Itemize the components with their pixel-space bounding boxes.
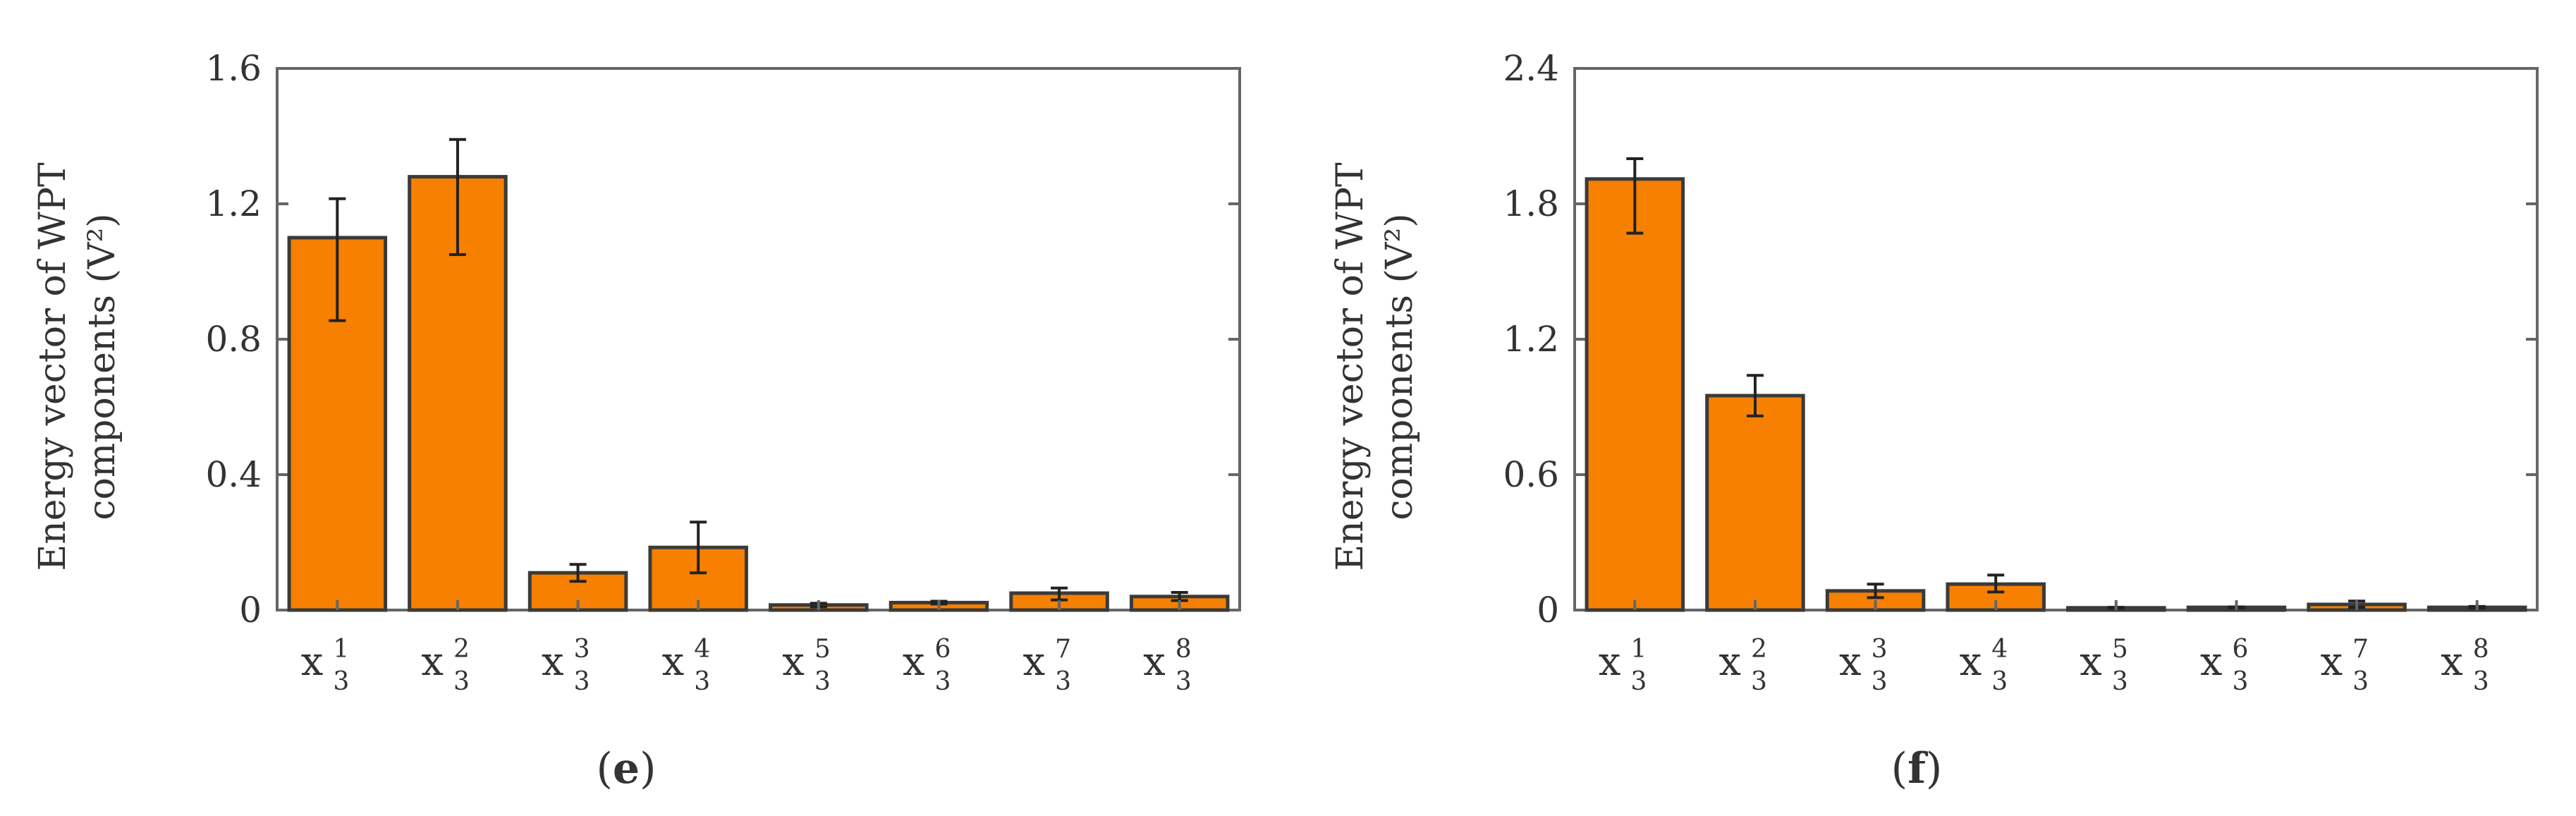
y-tick-label: 0.6: [1503, 454, 1559, 495]
y-axis-label-line-2: components (V²): [81, 213, 123, 520]
x-tick-label-superscript: 3: [1872, 635, 1888, 664]
x-tick-label-superscript: 5: [814, 635, 831, 664]
x-tick-label-subscript: 3: [1176, 667, 1192, 696]
bar: [1585, 177, 1685, 612]
x-tick-label-subscript: 3: [333, 667, 349, 696]
x-tick-label-superscript: 2: [453, 635, 470, 664]
x-tick-label-subscript: 3: [2352, 667, 2369, 696]
x-tick-label-symbol: x: [2200, 639, 2223, 685]
x-tick-label-subscript: 3: [694, 667, 710, 696]
x-tick-label-subscript: 3: [574, 667, 590, 696]
x-tick-label-subscript: 3: [1630, 667, 1647, 696]
y-tick-label: 1.2: [1503, 319, 1559, 360]
x-tick-label-symbol: x: [2320, 639, 2343, 685]
x-tick-label-symbol: x: [1719, 639, 1741, 685]
y-tick-label: 0.4: [205, 454, 262, 495]
plot-area-e: 00.40.81.21.6x 13 x 23 x 33 x 43 x 53 x 63 x 73 x 83: [205, 48, 1241, 696]
y-tick-label: 2.4: [1503, 48, 1559, 89]
x-tick-label-symbol: x: [1960, 639, 1982, 685]
x-tick-label-superscript: 5: [2112, 635, 2128, 664]
y-tick-label: 1.8: [1503, 183, 1559, 224]
x-tick-label-subscript: 3: [1055, 667, 1071, 696]
x-tick-label-subscript: 3: [1872, 667, 1888, 696]
x-tick-label-symbol: x: [1143, 639, 1166, 685]
x-tick-label-superscript: 6: [2232, 635, 2248, 664]
y-tick-label: 0: [1537, 590, 1559, 631]
y-tick-label: 0: [239, 590, 262, 631]
x-tick-label-symbol: x: [903, 639, 925, 685]
x-tick-label-superscript: 4: [694, 635, 710, 664]
chart-panel-e: Energy vector of WPT components (V²) 0 0.…: [32, 48, 1241, 793]
x-tick-label-symbol: x: [2441, 639, 2463, 685]
y-axis-label-line-1: Energy vector of WPT: [1329, 162, 1372, 571]
x-tick-label-symbol: x: [301, 639, 324, 685]
x-tick-label-symbol: x: [782, 639, 805, 685]
x-tick-label-subscript: 3: [453, 667, 470, 696]
x-tick-label-superscript: 8: [1176, 635, 1192, 664]
x-tick-label-subscript: 3: [814, 667, 831, 696]
chart-panel-f: Energy vector of WPT components (V²) 0 0.…: [1329, 48, 2539, 793]
x-tick-label-superscript: 8: [2473, 635, 2489, 664]
x-tick-label-symbol: x: [542, 639, 564, 685]
panel-letter-f: f: [1907, 744, 1929, 793]
x-tick-label-symbol: x: [1599, 639, 1621, 685]
panel-label-e: (e): [596, 744, 656, 793]
panel-letter-e: e: [613, 744, 640, 793]
x-tick-label-symbol: x: [662, 639, 685, 685]
panel-label-f: (f): [1891, 744, 1943, 793]
x-tick-label-symbol: x: [1839, 639, 1862, 685]
x-tick-label-subscript: 3: [1751, 667, 1767, 696]
x-tick-label-symbol: x: [421, 639, 444, 685]
x-tick-label-symbol: x: [1023, 639, 1045, 685]
y-tick-label: 0.8: [205, 319, 262, 360]
x-tick-label-superscript: 6: [934, 635, 951, 664]
y-axis-label-line-1: Energy vector of WPT: [32, 162, 74, 571]
x-tick-label-superscript: 1: [333, 635, 349, 664]
bar: [1705, 394, 1805, 612]
x-tick-label-superscript: 2: [1751, 635, 1767, 664]
y-axis-label-line-2: components (V²): [1379, 213, 1421, 520]
x-tick-label-subscript: 3: [934, 667, 951, 696]
plot-area-f: 00.61.21.82.4x 13 x 23 x 33 x 43 x 53 x 63 x 73 x 83: [1503, 48, 2539, 696]
x-tick-label-superscript: 1: [1630, 635, 1647, 664]
x-tick-label-subscript: 3: [2473, 667, 2489, 696]
x-tick-label-superscript: 7: [1055, 635, 1071, 664]
y-tick-label: 1.2: [205, 183, 262, 224]
x-tick-label-subscript: 3: [2232, 667, 2248, 696]
x-tick-label-symbol: x: [2080, 639, 2102, 685]
x-tick-label-superscript: 4: [1991, 635, 2008, 664]
x-tick-label-superscript: 7: [2352, 635, 2369, 664]
x-tick-label-subscript: 3: [2112, 667, 2128, 696]
x-tick-label-subscript: 3: [1991, 667, 2008, 696]
y-tick-label: 1.6: [205, 48, 262, 89]
x-tick-label-superscript: 3: [574, 635, 590, 664]
